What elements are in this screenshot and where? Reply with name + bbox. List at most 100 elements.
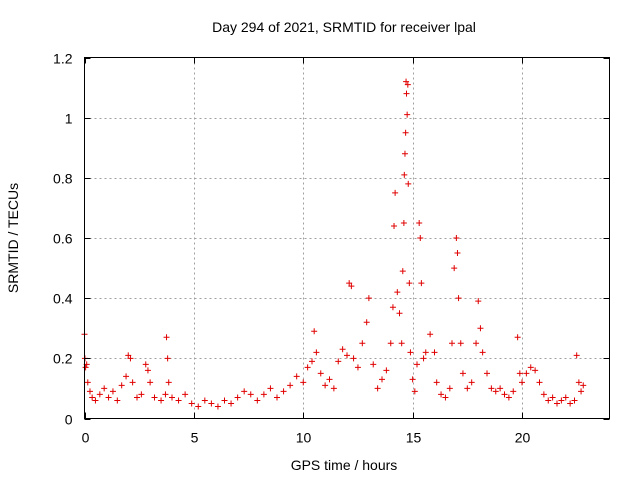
x-axis-label: GPS time / hours (291, 457, 398, 473)
data-point (401, 171, 408, 178)
data-point (400, 219, 407, 226)
data-point (414, 361, 420, 368)
data-point (505, 394, 512, 401)
data-point (573, 352, 580, 359)
x-tick-label: 0 (82, 430, 90, 446)
data-point (562, 394, 569, 401)
data-point (348, 283, 355, 290)
y-tick-labels: 0 0.2 0.4 0.6 0.8 1 1.2 (53, 51, 73, 428)
data-point (501, 391, 508, 398)
data-point (165, 379, 172, 386)
x-tick-label: 20 (515, 430, 531, 446)
data-point (311, 328, 318, 335)
data-point (125, 352, 132, 359)
axis-ticks (84, 57, 610, 420)
data-point (175, 397, 182, 404)
data-point (344, 352, 350, 359)
data-point (404, 111, 411, 118)
data-point (254, 397, 261, 404)
data-point (147, 379, 154, 386)
data-point (164, 355, 171, 362)
data-point (459, 370, 466, 377)
data-point (404, 81, 411, 88)
data-point (418, 280, 425, 287)
data-point (123, 373, 130, 380)
x-tick-label: 5 (191, 430, 199, 446)
data-point (446, 385, 453, 392)
y-tick-label: 0.4 (53, 291, 73, 307)
data-point (479, 349, 486, 356)
data-point (379, 376, 385, 383)
data-point (383, 367, 390, 374)
y-tick-label: 0.8 (53, 171, 73, 187)
data-point (82, 364, 89, 371)
data-point (514, 334, 521, 341)
data-point (402, 129, 409, 136)
data-point (182, 391, 189, 398)
y-tick-label: 1.2 (53, 51, 73, 67)
data-point (188, 400, 195, 407)
data-point (399, 268, 406, 275)
data-point (407, 349, 414, 356)
data-point (457, 340, 464, 347)
data-point (335, 358, 342, 365)
data-point (492, 388, 499, 395)
y-tick-label: 0.2 (53, 351, 73, 367)
data-point (96, 391, 103, 398)
x-tick-label: 10 (296, 430, 312, 446)
data-point (109, 388, 116, 395)
data-point (473, 340, 480, 347)
data-point (433, 379, 440, 386)
data-point (118, 382, 125, 389)
data-point (169, 394, 175, 401)
data-point (293, 373, 300, 380)
data-point (427, 331, 434, 338)
data-point (468, 379, 475, 386)
data-point (322, 382, 329, 389)
data-point (580, 382, 587, 389)
data-point (267, 385, 274, 392)
data-point (138, 391, 145, 398)
data-point (475, 298, 482, 305)
data-point (523, 370, 530, 377)
data-point (516, 370, 523, 377)
grid-lines (84, 57, 610, 419)
data-point (365, 295, 372, 302)
data-point (359, 340, 366, 347)
data-point (309, 358, 315, 365)
data-point (409, 376, 416, 383)
x-tick-label: 15 (406, 430, 422, 446)
data-point (420, 355, 427, 362)
data-point (287, 382, 294, 389)
data-point (558, 397, 565, 404)
data-point (370, 361, 377, 368)
data-point (162, 391, 169, 398)
data-point (406, 280, 413, 287)
x-tick-labels: 0 5 10 15 20 (82, 430, 531, 446)
data-point (438, 391, 445, 398)
data-point (201, 397, 208, 404)
data-point (163, 334, 170, 341)
data-point (326, 376, 333, 383)
data-point (151, 394, 158, 401)
data-point (114, 397, 121, 404)
y-tick-label: 0 (65, 412, 73, 428)
data-point (422, 349, 429, 356)
data-point (158, 397, 165, 404)
y-tick-label: 1 (65, 111, 73, 127)
data-point (304, 364, 311, 371)
data-point (105, 394, 112, 401)
data-point (477, 325, 484, 332)
data-point (221, 397, 228, 404)
data-point (92, 397, 99, 404)
y-axis-label: SRMTID / TECUs (5, 183, 21, 293)
data-point (129, 379, 136, 386)
data-point (214, 403, 221, 410)
data-point (247, 391, 254, 398)
data-point (510, 388, 517, 395)
data-point (464, 385, 471, 392)
data-point (374, 385, 381, 392)
data-point (571, 397, 578, 404)
data-point (89, 394, 96, 401)
